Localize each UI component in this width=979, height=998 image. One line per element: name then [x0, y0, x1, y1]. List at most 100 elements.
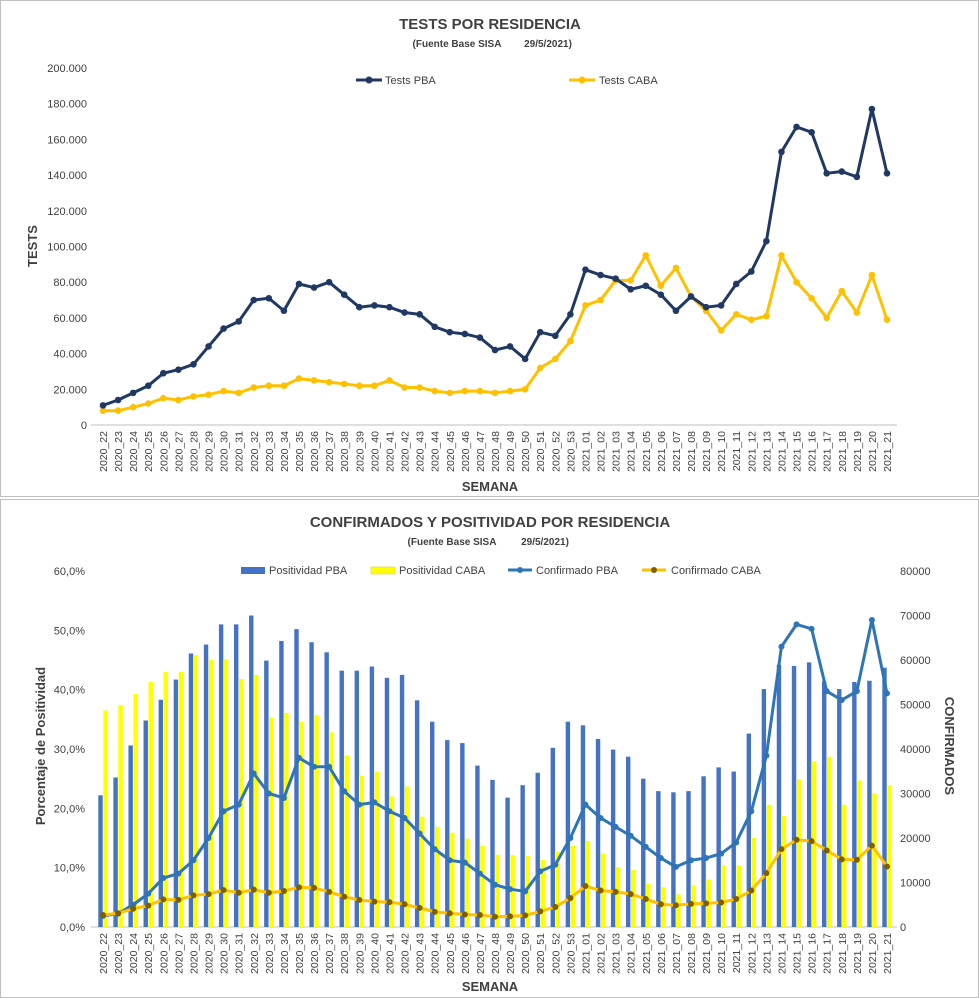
x-tick-label: 2021_11 — [731, 933, 743, 973]
y-right-tick-label: 20000 — [900, 833, 931, 845]
bar-positividad-pba — [279, 641, 284, 927]
data-point-confirmado-pba — [688, 857, 694, 864]
x-tick-label: 2021_15 — [792, 431, 804, 472]
confirmados-chart-panel: CONFIRMADOS Y POSITIVIDAD POR RESIDENCIA… — [0, 499, 979, 998]
data-point-confirmado-pba — [386, 808, 393, 815]
data-point-confirmado-pba — [220, 808, 227, 815]
data-point-confirmado-pba — [280, 794, 287, 801]
data-point-tests-caba — [99, 407, 107, 415]
bar-positividad-caba — [133, 693, 138, 927]
data-point-confirmado-pba — [537, 868, 544, 875]
bar-positividad-pba — [369, 666, 375, 927]
data-point-tests-pba — [642, 282, 650, 290]
x-tick-label: 2020_31 — [234, 431, 246, 472]
data-point-tests-caba — [340, 380, 348, 388]
bar-positividad-pba — [671, 792, 676, 927]
legend-marker-confirmado-caba — [651, 567, 657, 573]
y-tick-label: 200.000 — [47, 63, 87, 75]
legend-swatch-positividad-pba — [241, 567, 265, 574]
chart-subtitle-source: (Fuente Base SISA — [413, 39, 502, 50]
data-point-confirmado-pba — [431, 846, 438, 853]
bar-positividad-pba — [535, 772, 540, 927]
data-point-confirmado-caba — [778, 846, 785, 853]
data-point-tests-pba — [506, 343, 514, 350]
x-tick-label: 2021_07 — [671, 431, 683, 472]
bar-positividad-pba — [384, 677, 390, 927]
data-point-confirmado-caba — [446, 910, 453, 917]
x-tick-label: 2020_51 — [535, 933, 547, 974]
data-point-confirmado-caba — [612, 888, 619, 895]
data-point-tests-pba — [793, 123, 800, 131]
data-point-confirmado-caba — [552, 903, 559, 910]
bar-positividad-pba — [113, 777, 118, 927]
bar-positividad-caba — [118, 705, 123, 927]
x-tick-label: 2020_41 — [384, 933, 396, 974]
data-point-tests-caba — [325, 378, 333, 386]
data-point-confirmado-pba — [823, 688, 830, 695]
x-tick-label: 2020_29 — [204, 431, 216, 472]
data-point-tests-pba — [627, 286, 634, 293]
bar-positividad-caba — [419, 816, 425, 927]
x-tick-label: 2020_24 — [128, 933, 140, 974]
data-point-confirmado-pba — [718, 850, 725, 857]
data-point-confirmado-caba — [597, 887, 604, 894]
bar-positividad-pba — [445, 740, 450, 927]
x-tick-label: 2020_27 — [173, 431, 185, 472]
data-point-confirmado-caba — [838, 856, 845, 863]
data-point-tests-caba — [536, 364, 544, 372]
data-point-confirmado-pba — [703, 855, 710, 862]
data-point-confirmado-caba — [250, 886, 257, 893]
data-point-confirmado-caba — [688, 900, 694, 907]
bar-positividad-caba — [208, 660, 214, 927]
bar-positividad-caba — [359, 775, 365, 927]
x-tick-label: 2020_49 — [505, 431, 517, 472]
bar-positividad-caba — [344, 755, 349, 927]
y-axis-right-label: CONFIRMADOS — [942, 697, 957, 796]
data-point-confirmado-caba — [311, 884, 318, 891]
x-tick-label: 2021_02 — [596, 431, 608, 472]
x-tick-label: 2020_53 — [565, 933, 577, 974]
data-point-confirmado-pba — [311, 763, 318, 770]
data-point-tests-caba — [657, 282, 665, 290]
x-tick-label: 2020_34 — [279, 933, 291, 974]
data-point-confirmado-caba — [265, 889, 272, 896]
data-point-tests-pba — [446, 328, 454, 336]
x-tick-label: 2020_52 — [550, 933, 562, 974]
data-point-confirmado-caba — [537, 908, 544, 915]
data-point-confirmado-caba — [386, 899, 393, 906]
data-point-tests-pba — [129, 389, 137, 397]
bar-positividad-caba — [887, 785, 892, 927]
data-point-tests-pba — [536, 328, 544, 336]
data-point-tests-pba — [748, 268, 755, 275]
x-tick-label: 2021_21 — [882, 431, 894, 472]
data-point-confirmado-caba — [492, 913, 498, 920]
data-point-tests-caba — [160, 394, 167, 402]
data-point-tests-caba — [401, 384, 408, 391]
data-point-confirmado-pba — [416, 830, 423, 837]
x-tick-label: 2020_27 — [173, 933, 185, 974]
data-point-confirmado-pba — [205, 835, 212, 841]
y-tick-label: 160.000 — [47, 134, 87, 146]
x-tick-label: 2020_23 — [113, 431, 125, 472]
data-point-confirmado-pba — [145, 890, 152, 897]
data-point-tests-pba — [99, 402, 107, 409]
data-point-tests-caba — [129, 403, 137, 411]
bar-positividad-pba — [867, 680, 872, 927]
data-point-confirmado-caba — [718, 899, 725, 906]
legend: Tests PBA Tests CABA — [356, 75, 658, 87]
y-tick-label: 180.000 — [47, 99, 87, 111]
y-tick-label: 0 — [81, 420, 87, 432]
data-point-confirmado-pba — [853, 688, 860, 695]
data-point-tests-caba — [597, 296, 604, 304]
x-tick-label: 2021_19 — [852, 431, 864, 472]
data-point-tests-pba — [416, 311, 423, 318]
x-tick-label: 2020_31 — [234, 933, 246, 974]
bar-positividad-caba — [570, 845, 576, 927]
data-point-tests-pba — [732, 280, 740, 288]
x-tick-label: 2020_32 — [249, 431, 261, 472]
x-tick-label: 2021_15 — [792, 933, 804, 974]
data-point-confirmado-pba — [582, 801, 589, 808]
x-tick-label: 2021_18 — [837, 431, 849, 472]
x-tick-label: 2021_12 — [746, 933, 758, 974]
data-point-confirmado-caba — [476, 911, 483, 918]
